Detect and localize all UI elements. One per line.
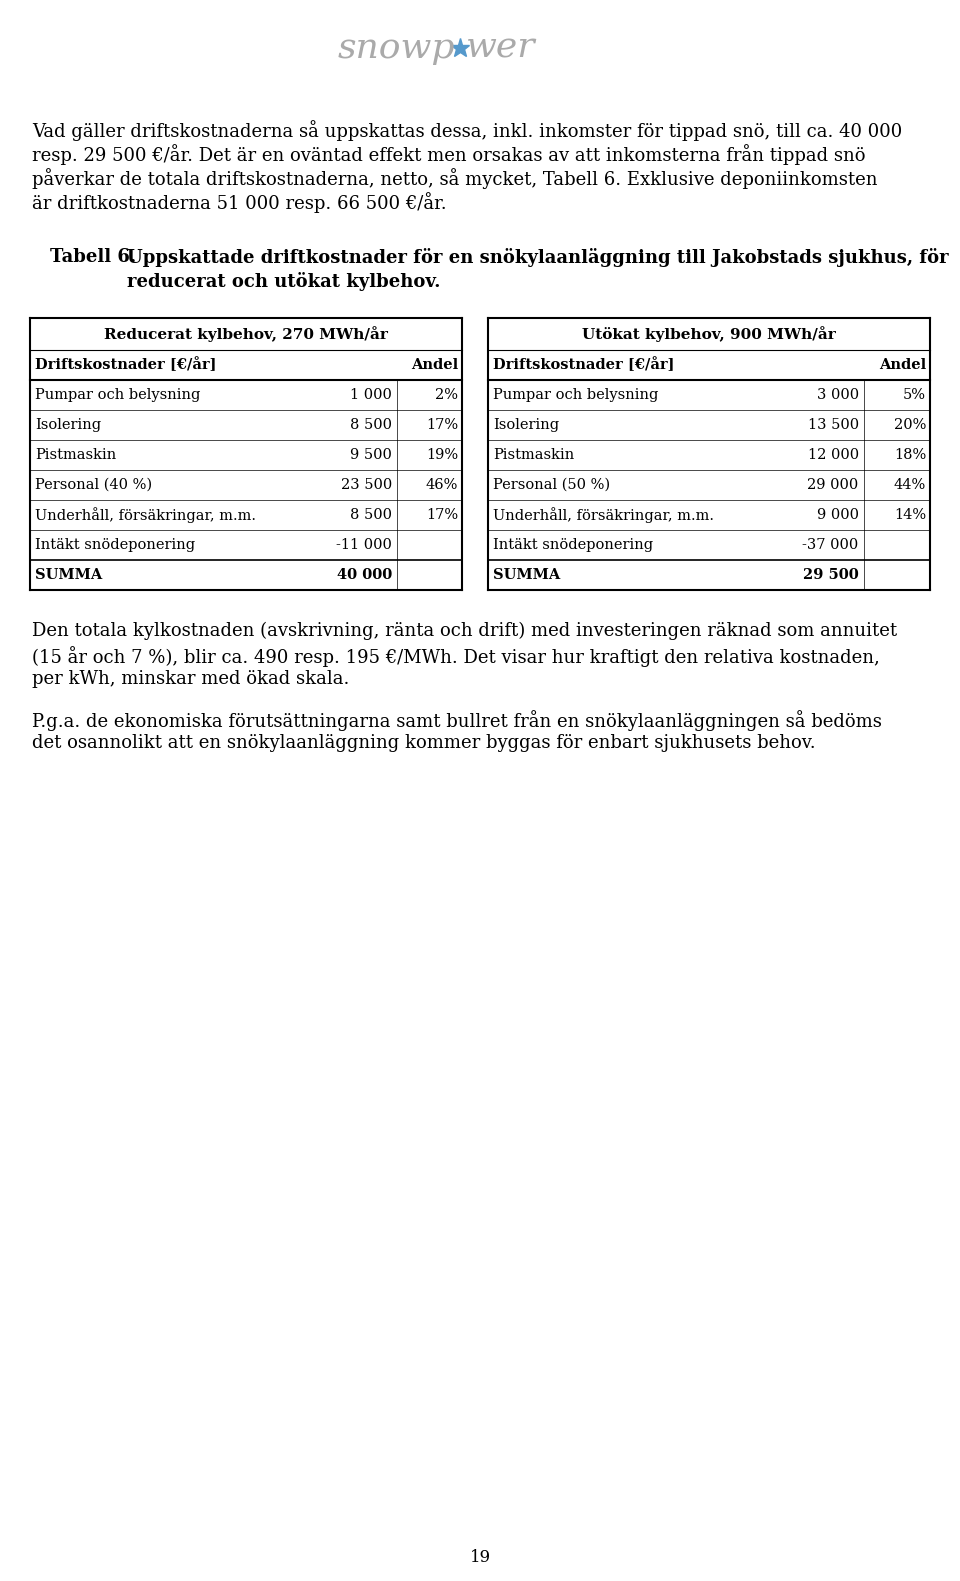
Text: Tabell 6.: Tabell 6.	[50, 248, 136, 266]
Text: 29 500: 29 500	[803, 568, 858, 582]
Text: Driftskostnader [€/år]: Driftskostnader [€/år]	[493, 357, 675, 373]
Text: 44%: 44%	[894, 477, 926, 492]
Text: Vad gäller driftskostnaderna så uppskattas dessa, inkl. inkomster för tippad snö: Vad gäller driftskostnaderna så uppskatt…	[32, 120, 902, 141]
Text: Uppskattade driftkostnader för en snökylaanläggning till Jakobstads sjukhus, för: Uppskattade driftkostnader för en snökyl…	[127, 248, 948, 267]
Text: 19: 19	[469, 1549, 491, 1567]
Text: 1 000: 1 000	[350, 387, 393, 402]
Text: 2%: 2%	[435, 387, 458, 402]
Text: 29 000: 29 000	[807, 477, 858, 492]
Text: är driftkostnaderna 51 000 resp. 66 500 €/år.: är driftkostnaderna 51 000 resp. 66 500 …	[32, 191, 446, 213]
Text: 19%: 19%	[426, 447, 458, 462]
Text: 17%: 17%	[426, 508, 458, 522]
Text: SUMMA: SUMMA	[35, 568, 103, 582]
Text: 23 500: 23 500	[341, 477, 393, 492]
Text: 14%: 14%	[894, 508, 926, 522]
Text: 9 000: 9 000	[817, 508, 858, 522]
Text: Den totala kylkostnaden (avskrivning, ränta och drift) med investeringen räknad : Den totala kylkostnaden (avskrivning, rä…	[32, 621, 898, 640]
Text: Pistmaskin: Pistmaskin	[35, 447, 116, 462]
Text: 8 500: 8 500	[350, 508, 393, 522]
Text: Intäkt snödeponering: Intäkt snödeponering	[493, 538, 653, 552]
Text: 46%: 46%	[425, 477, 458, 492]
Text: wer: wer	[466, 32, 536, 65]
Text: Intäkt snödeponering: Intäkt snödeponering	[35, 538, 195, 552]
Text: -11 000: -11 000	[336, 538, 393, 552]
Text: 8 500: 8 500	[350, 417, 393, 432]
Text: (15 år och 7 %), blir ca. 490 resp. 195 €/MWh. Det visar hur kraftigt den relati: (15 år och 7 %), blir ca. 490 resp. 195 …	[32, 647, 879, 667]
Text: det osannolikt att en snökylaanläggning kommer byggas för enbart sjukhusets beho: det osannolikt att en snökylaanläggning …	[32, 734, 816, 753]
Text: -37 000: -37 000	[803, 538, 858, 552]
Text: Isolering: Isolering	[493, 417, 559, 432]
Text: P.g.a. de ekonomiska förutsättningarna samt bullret från en snökylaanläggningen : P.g.a. de ekonomiska förutsättningarna s…	[32, 710, 882, 730]
Text: SUMMA: SUMMA	[493, 568, 561, 582]
Text: resp. 29 500 €/år. Det är en oväntad effekt men orsakas av att inkomsterna från : resp. 29 500 €/år. Det är en oväntad eff…	[32, 144, 866, 164]
Text: Pumpar och belysning: Pumpar och belysning	[493, 387, 659, 402]
Text: Isolering: Isolering	[35, 417, 101, 432]
Text: Pistmaskin: Pistmaskin	[493, 447, 574, 462]
Text: 18%: 18%	[894, 447, 926, 462]
Text: påverkar de totala driftskostnaderna, netto, så mycket, Tabell 6. Exklusive depo: påverkar de totala driftskostnaderna, ne…	[32, 168, 877, 190]
Text: Andel: Andel	[878, 357, 926, 372]
Text: snowp: snowp	[338, 32, 455, 65]
Text: Personal (40 %): Personal (40 %)	[35, 477, 152, 492]
Text: 40 000: 40 000	[337, 568, 393, 582]
Text: per kWh, minskar med ökad skala.: per kWh, minskar med ökad skala.	[32, 670, 349, 688]
Text: 13 500: 13 500	[807, 417, 858, 432]
Text: Underhåll, försäkringar, m.m.: Underhåll, försäkringar, m.m.	[493, 508, 714, 523]
Text: 20%: 20%	[894, 417, 926, 432]
Text: 5%: 5%	[903, 387, 926, 402]
Text: Underhåll, försäkringar, m.m.: Underhåll, försäkringar, m.m.	[35, 508, 256, 523]
Text: Andel: Andel	[411, 357, 458, 372]
Text: 9 500: 9 500	[350, 447, 393, 462]
Text: 17%: 17%	[426, 417, 458, 432]
Text: Driftskostnader [€/år]: Driftskostnader [€/år]	[35, 357, 217, 373]
Text: Pumpar och belysning: Pumpar och belysning	[35, 387, 201, 402]
Text: Personal (50 %): Personal (50 %)	[493, 477, 611, 492]
Text: Utökat kylbehov, 900 MWh/år: Utökat kylbehov, 900 MWh/år	[582, 326, 836, 341]
Text: reducerat och utökat kylbehov.: reducerat och utökat kylbehov.	[127, 272, 441, 291]
Text: 3 000: 3 000	[817, 387, 858, 402]
Text: Reducerat kylbehov, 270 MWh/år: Reducerat kylbehov, 270 MWh/år	[104, 326, 388, 341]
Text: 12 000: 12 000	[807, 447, 858, 462]
